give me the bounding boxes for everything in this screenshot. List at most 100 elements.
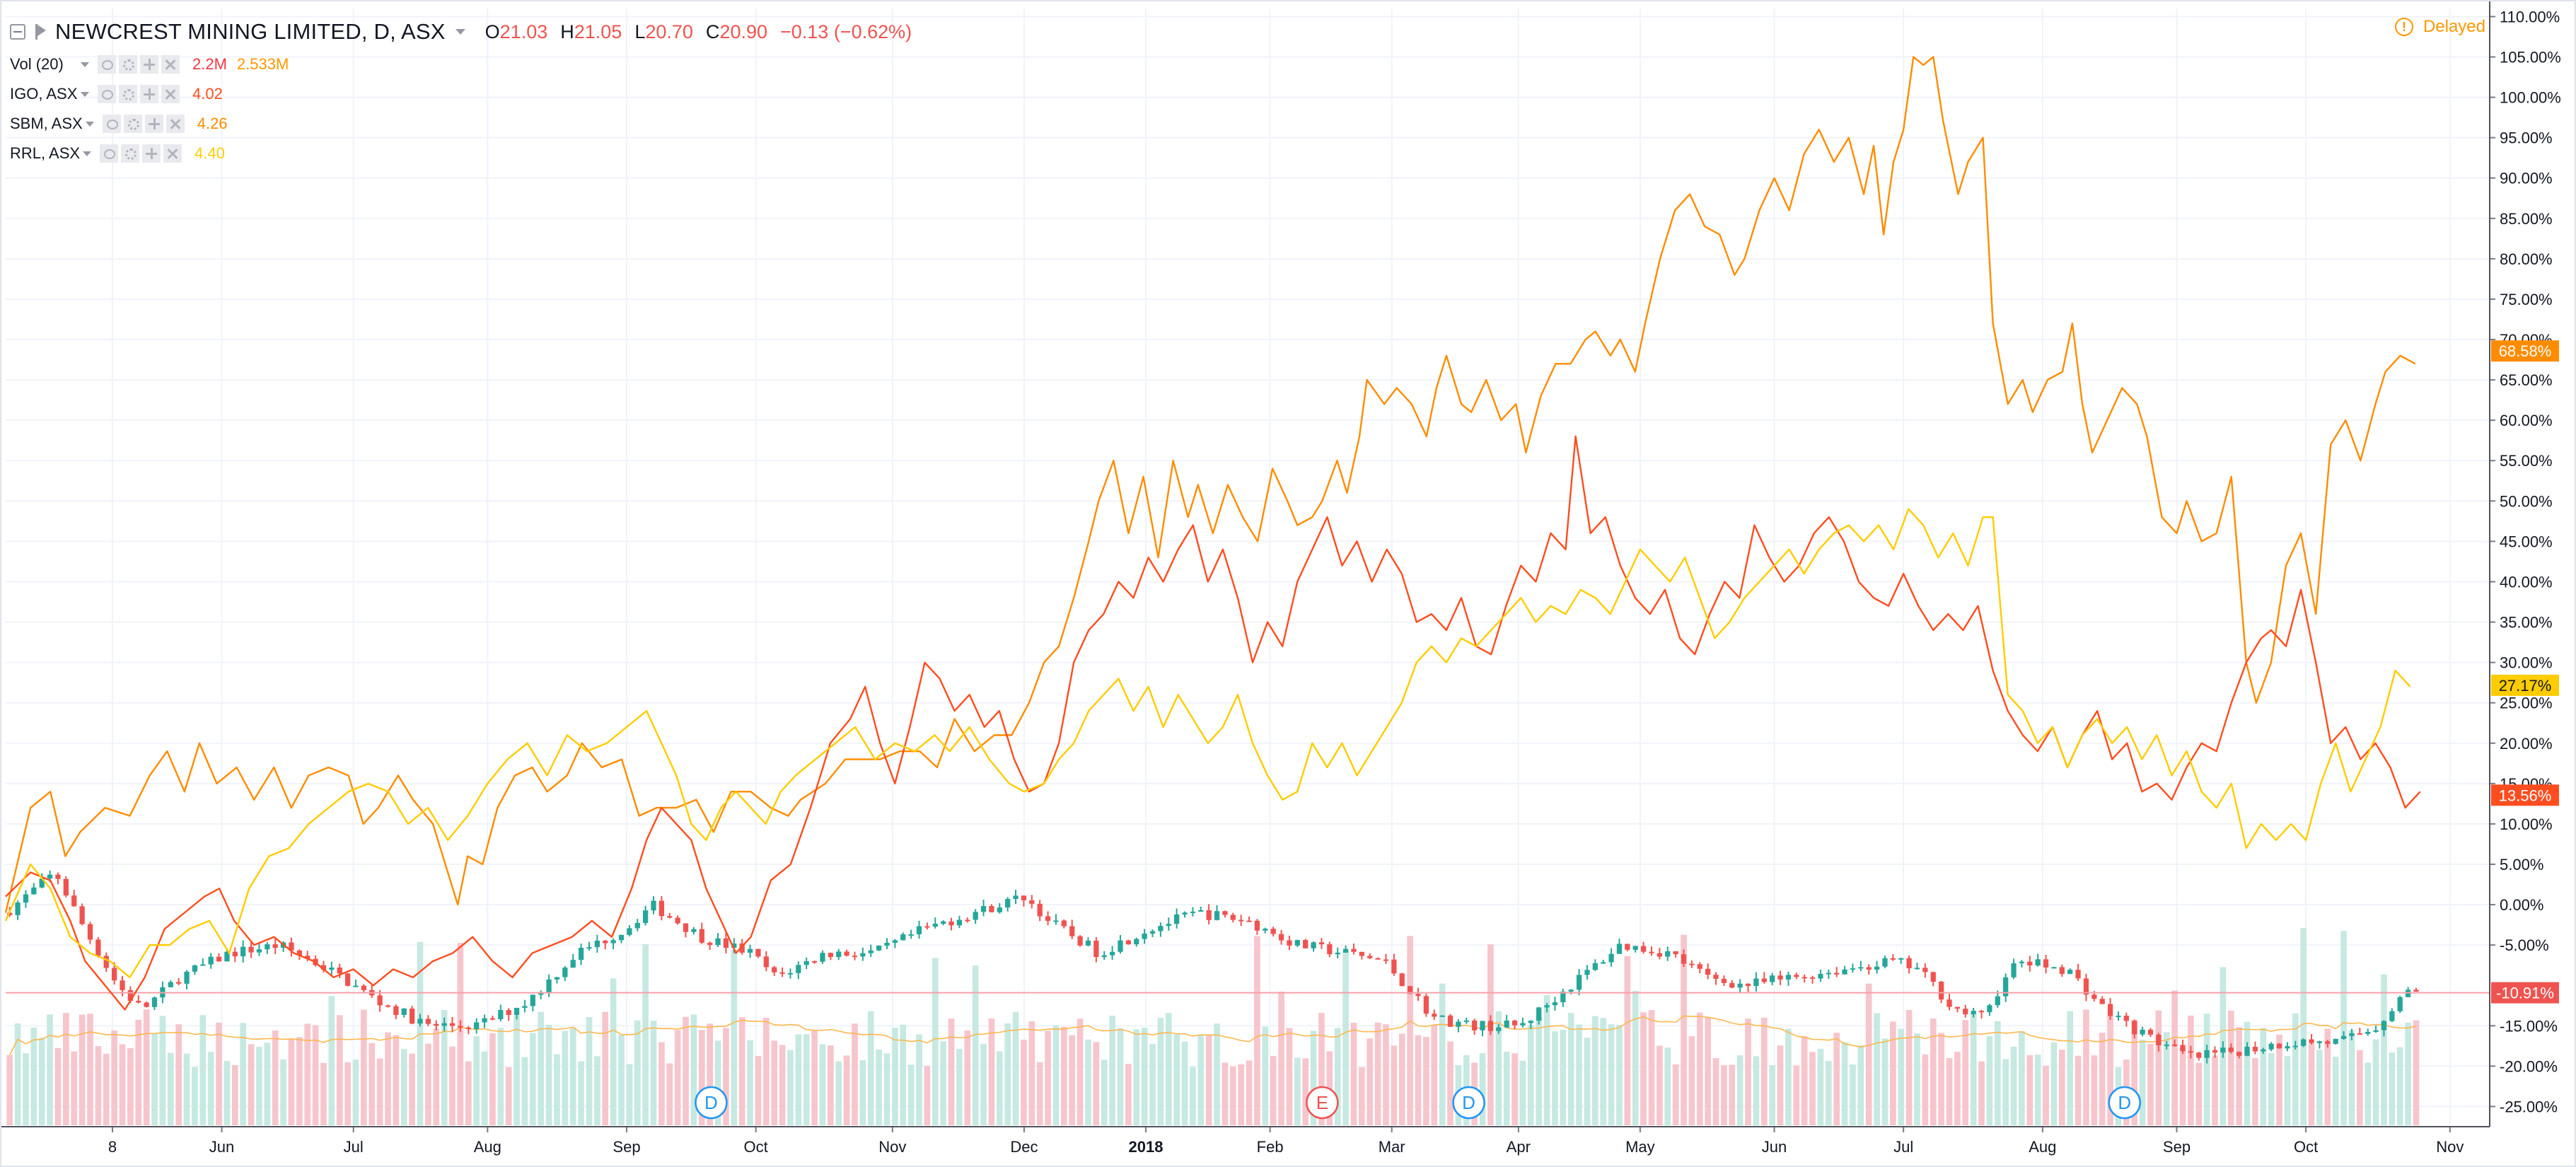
- chevron-down-icon[interactable]: [83, 151, 92, 156]
- volume-bar: [1736, 1055, 1744, 1125]
- candle-body: [63, 878, 69, 896]
- volume-bar: [1688, 1036, 1695, 1125]
- plus-icon[interactable]: [140, 85, 158, 103]
- volume-bar: [1439, 983, 1446, 1125]
- symbol-title[interactable]: NEWCREST MINING LIMITED, D, ASX: [55, 19, 446, 44]
- delayed-indicator[interactable]: Delayed: [2394, 17, 2485, 37]
- x-tick-label: Sep: [2163, 1138, 2191, 1156]
- candle-body: [2099, 999, 2105, 1004]
- y-tick-label: 95.00%: [2500, 129, 2553, 147]
- chevron-down-icon[interactable]: [85, 121, 94, 127]
- eye-icon[interactable]: [98, 55, 116, 74]
- gear-icon[interactable]: [121, 144, 140, 163]
- collapse-icon[interactable]: [10, 24, 25, 40]
- candle-body: [2309, 1039, 2314, 1043]
- candle-body: [1673, 951, 1678, 955]
- event-marker[interactable]: D: [695, 1086, 728, 1120]
- legend-row-compare[interactable]: RRL, ASX 4.40: [10, 139, 912, 168]
- legend-row-volume[interactable]: Vol (20) 2.2M 2.533M: [10, 50, 912, 79]
- volume-bar: [698, 1030, 705, 1125]
- y-tick-label: -5.00%: [2500, 936, 2549, 954]
- candle-body: [1085, 941, 1091, 946]
- volume-bar: [658, 1042, 665, 1125]
- plus-icon[interactable]: [144, 115, 163, 133]
- eye-icon[interactable]: [98, 85, 116, 103]
- volume-bar: [666, 1063, 673, 1125]
- legend-name[interactable]: RRL, ASX: [10, 144, 81, 162]
- eye-icon[interactable]: [100, 144, 119, 163]
- candle-body: [1930, 972, 1936, 982]
- candle-body: [1882, 958, 1888, 967]
- volume-bar: [248, 1044, 255, 1125]
- legend-name[interactable]: IGO, ASX: [10, 85, 78, 103]
- close-icon[interactable]: [166, 115, 185, 133]
- candle-body: [2292, 1045, 2298, 1047]
- volume-bar: [288, 1039, 295, 1125]
- volume-bar: [489, 1033, 496, 1125]
- candle-body: [1745, 983, 1751, 987]
- volume-bar: [529, 1033, 536, 1125]
- volume-bar: [723, 1028, 729, 1125]
- volume-bar: [2260, 1028, 2267, 1125]
- gear-icon[interactable]: [123, 115, 142, 133]
- close-icon[interactable]: [161, 85, 180, 103]
- candle-body: [1415, 994, 1421, 997]
- candle-body: [176, 982, 182, 984]
- close-icon[interactable]: [161, 55, 180, 74]
- candle-body: [1770, 975, 1775, 982]
- volume-bar: [2171, 990, 2178, 1125]
- volume-bar: [135, 1019, 142, 1125]
- candle-body: [449, 1023, 456, 1026]
- legend-name[interactable]: SBM, ASX: [10, 115, 83, 132]
- legend-name[interactable]: Vol (20): [10, 55, 64, 73]
- candle-body: [980, 906, 987, 912]
- candle-body: [401, 1008, 407, 1016]
- x-tick-label: Jun: [209, 1138, 234, 1156]
- candle-body: [1053, 920, 1059, 922]
- volume-bar: [2348, 1030, 2355, 1125]
- candle-body: [417, 1018, 423, 1024]
- gear-icon[interactable]: [119, 55, 137, 74]
- chevron-down-icon[interactable]: [81, 91, 89, 97]
- candle-body: [1278, 934, 1284, 941]
- volume-bar: [433, 1028, 440, 1125]
- candle-body: [2244, 1047, 2250, 1056]
- volume-bar: [1874, 1013, 1880, 1125]
- volume-bar: [320, 1062, 327, 1125]
- candle-body: [2196, 1052, 2202, 1058]
- eye-icon[interactable]: [102, 115, 121, 133]
- candle-body: [1914, 968, 1920, 970]
- volume-bar: [883, 1053, 890, 1125]
- close-icon[interactable]: [163, 144, 182, 163]
- candle-body: [95, 939, 101, 956]
- legend-row-compare[interactable]: SBM, ASX 4.26: [10, 109, 912, 139]
- plus-icon[interactable]: [142, 144, 161, 163]
- volume-bar: [755, 1055, 762, 1125]
- volume-bar: [1391, 1045, 1398, 1125]
- candle-body: [2268, 1043, 2274, 1050]
- gear-icon[interactable]: [119, 85, 137, 103]
- volume-bar: [1681, 934, 1687, 1125]
- candle-body: [1954, 1006, 1961, 1009]
- candle-body: [546, 979, 552, 993]
- event-marker[interactable]: D: [2108, 1086, 2141, 1120]
- event-marker[interactable]: D: [1452, 1086, 1485, 1120]
- event-marker[interactable]: E: [1306, 1086, 1339, 1120]
- volume-bar: [497, 1028, 504, 1125]
- volume-bar: [996, 1051, 1003, 1125]
- candle-body: [522, 1006, 528, 1009]
- candle-body: [2180, 1045, 2186, 1052]
- x-tick-label: Jul: [1893, 1138, 1913, 1156]
- candle-body: [111, 968, 117, 981]
- event-circle: [2108, 1086, 2141, 1120]
- chevron-down-icon[interactable]: [81, 62, 89, 67]
- plus-icon[interactable]: [140, 55, 158, 74]
- flag-icon[interactable]: [35, 24, 47, 40]
- chevron-down-icon[interactable]: [455, 29, 465, 35]
- legend-row-compare[interactable]: IGO, ASX 4.02: [10, 79, 912, 109]
- candle-body: [731, 943, 737, 948]
- candle-body: [2261, 1049, 2266, 1052]
- volume-bar: [1173, 1034, 1180, 1125]
